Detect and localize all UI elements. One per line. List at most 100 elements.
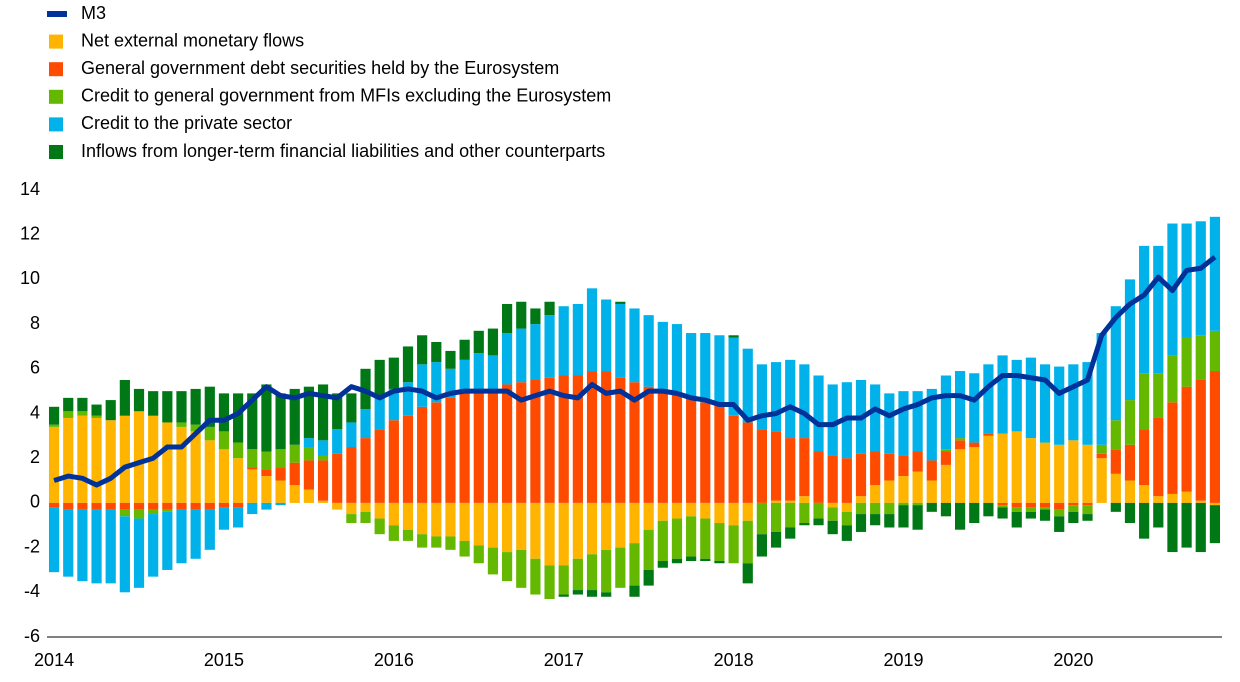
bar xyxy=(1011,359,1022,432)
bar xyxy=(686,516,697,557)
bar xyxy=(728,335,739,338)
bar xyxy=(841,511,852,526)
bar xyxy=(799,502,810,524)
bar xyxy=(133,388,145,412)
bar xyxy=(360,511,371,524)
bar xyxy=(119,509,130,517)
bar xyxy=(303,460,314,490)
bar xyxy=(1082,362,1093,445)
bar xyxy=(148,502,159,510)
bar xyxy=(162,509,173,512)
bar xyxy=(1025,438,1036,503)
bar xyxy=(1139,485,1150,503)
bar xyxy=(1195,502,1206,553)
bar xyxy=(133,518,145,588)
bar xyxy=(176,509,187,564)
bar xyxy=(643,386,654,503)
bar xyxy=(615,547,626,588)
bar xyxy=(855,496,867,503)
bar xyxy=(756,429,768,503)
bar xyxy=(317,500,329,503)
bar xyxy=(516,382,527,503)
bar xyxy=(48,502,60,508)
bar xyxy=(261,451,272,470)
bar xyxy=(487,388,499,503)
bar xyxy=(119,379,130,416)
bar xyxy=(105,400,116,421)
bar xyxy=(686,333,697,398)
bar xyxy=(940,464,952,503)
bar xyxy=(770,362,782,432)
bar xyxy=(1068,502,1079,506)
bar xyxy=(148,391,159,416)
bar xyxy=(926,480,937,503)
bar xyxy=(657,321,668,389)
x-tick-label: 2019 xyxy=(883,650,923,670)
bar xyxy=(1068,511,1079,524)
bar xyxy=(1054,509,1065,517)
bar xyxy=(770,531,782,548)
bar xyxy=(1139,245,1150,374)
bar xyxy=(813,375,824,452)
bar xyxy=(728,502,739,526)
legend-swatch xyxy=(49,117,63,132)
bar xyxy=(841,502,852,512)
bar xyxy=(275,480,286,503)
bar xyxy=(671,393,683,503)
bar xyxy=(530,324,541,380)
bar xyxy=(530,502,541,559)
x-tick-label: 2015 xyxy=(204,650,244,670)
bar xyxy=(247,502,258,515)
bar xyxy=(346,422,357,448)
bar xyxy=(1167,493,1178,503)
bar xyxy=(657,502,668,521)
bar xyxy=(799,496,810,503)
bar xyxy=(317,455,329,461)
legend-swatch xyxy=(49,145,63,159)
bar xyxy=(1054,516,1065,532)
bar xyxy=(487,328,499,356)
bar xyxy=(303,438,314,448)
bar xyxy=(898,505,909,528)
bar xyxy=(402,346,414,383)
bar xyxy=(417,502,428,535)
bar xyxy=(884,502,895,515)
bar xyxy=(756,534,768,557)
bar xyxy=(261,384,272,452)
bar xyxy=(374,518,385,535)
bar xyxy=(233,502,244,508)
bar xyxy=(1082,514,1093,521)
bar xyxy=(813,502,824,519)
bar xyxy=(346,447,357,503)
bar xyxy=(926,460,937,481)
bar xyxy=(799,364,810,439)
bar xyxy=(91,404,102,416)
bar xyxy=(332,453,343,503)
bar xyxy=(728,337,739,416)
bar xyxy=(63,509,74,577)
bar xyxy=(133,411,145,503)
bar xyxy=(629,382,640,503)
bar xyxy=(1124,444,1136,481)
bar xyxy=(431,502,442,537)
bar xyxy=(629,585,640,597)
bar xyxy=(204,386,215,427)
bar xyxy=(629,308,640,383)
bar xyxy=(303,489,314,503)
bar xyxy=(955,371,966,439)
bar xyxy=(870,485,881,503)
bar xyxy=(360,502,371,512)
bar xyxy=(572,590,583,595)
bar xyxy=(431,402,442,503)
bar xyxy=(657,388,668,503)
bar xyxy=(629,502,640,544)
x-tick-label: 2018 xyxy=(714,650,754,670)
bar xyxy=(360,409,371,439)
bar xyxy=(572,303,583,376)
bar xyxy=(615,377,626,503)
bar xyxy=(119,502,130,510)
bar xyxy=(728,415,739,503)
bar xyxy=(912,451,923,472)
bar xyxy=(714,404,725,503)
bar xyxy=(204,509,215,550)
